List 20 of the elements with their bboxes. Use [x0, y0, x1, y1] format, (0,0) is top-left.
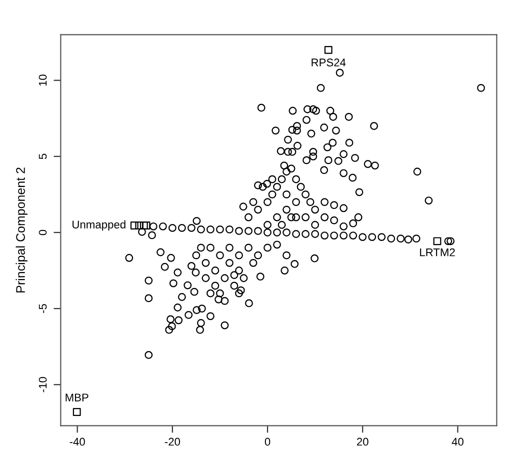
x-tick-label: 40 [452, 438, 464, 446]
y-tick-label: -10 [38, 377, 47, 392]
point [433, 237, 442, 246]
x-tick-label: 20 [357, 438, 368, 446]
y-tick-label: 5 [38, 154, 47, 160]
y-tick-label: 0 [38, 230, 47, 236]
y-tick-label: -5 [38, 304, 47, 313]
y-axis-title: Principal Component 2 [16, 168, 28, 292]
point [72, 408, 81, 416]
annotation: RPS24 [312, 58, 346, 66]
point [140, 222, 148, 230]
x-tick-label: -40 [70, 438, 85, 446]
annotation: Unmapped [72, 220, 126, 231]
point [324, 46, 332, 54]
x-tick-label: -20 [164, 438, 180, 446]
annotation: MBP [66, 394, 88, 402]
y-tick-label: 10 [38, 74, 47, 86]
x-tick-label: 0 [264, 438, 270, 446]
point [130, 222, 138, 230]
annotation: LRTM2 [420, 248, 455, 256]
